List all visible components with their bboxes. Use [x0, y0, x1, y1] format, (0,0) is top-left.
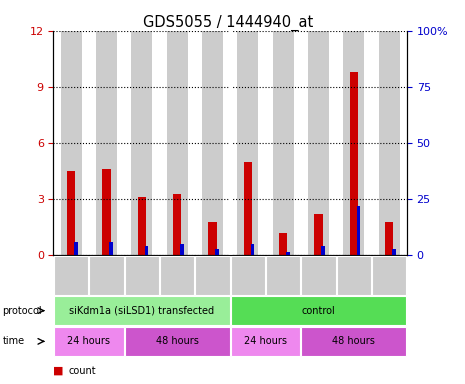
Bar	[180, 244, 184, 255]
Text: protocol: protocol	[2, 306, 42, 316]
Bar	[379, 31, 400, 255]
Text: 48 hours: 48 hours	[156, 336, 199, 346]
Text: ■: ■	[53, 366, 64, 376]
Bar	[392, 248, 396, 255]
Bar	[215, 248, 219, 255]
Text: 48 hours: 48 hours	[332, 336, 375, 346]
Bar	[321, 247, 325, 255]
Bar	[251, 244, 254, 255]
Bar	[237, 31, 259, 255]
Text: GDS5055 / 1444940_at: GDS5055 / 1444940_at	[143, 15, 313, 31]
Text: 24 hours: 24 hours	[67, 336, 110, 346]
Bar	[385, 222, 393, 255]
Bar	[357, 206, 360, 255]
Text: time: time	[2, 336, 25, 346]
Bar	[102, 169, 111, 255]
Bar	[166, 31, 188, 255]
Bar	[272, 31, 294, 255]
Bar	[74, 242, 78, 255]
Bar	[244, 162, 252, 255]
Bar	[308, 31, 329, 255]
Bar	[202, 31, 223, 255]
Bar	[279, 233, 287, 255]
Bar	[314, 214, 323, 255]
Bar	[96, 31, 117, 255]
Bar	[138, 197, 146, 255]
Text: control: control	[302, 306, 335, 316]
Bar	[350, 72, 358, 255]
Bar	[208, 222, 217, 255]
Bar	[60, 31, 82, 255]
Bar	[173, 194, 181, 255]
Bar	[109, 242, 113, 255]
Bar	[67, 171, 75, 255]
Bar	[131, 31, 153, 255]
Text: siKdm1a (siLSD1) transfected: siKdm1a (siLSD1) transfected	[69, 306, 214, 316]
Bar	[343, 31, 365, 255]
Text: 24 hours: 24 hours	[244, 336, 287, 346]
Bar	[286, 252, 290, 255]
Bar	[145, 247, 148, 255]
Text: count: count	[68, 366, 96, 376]
